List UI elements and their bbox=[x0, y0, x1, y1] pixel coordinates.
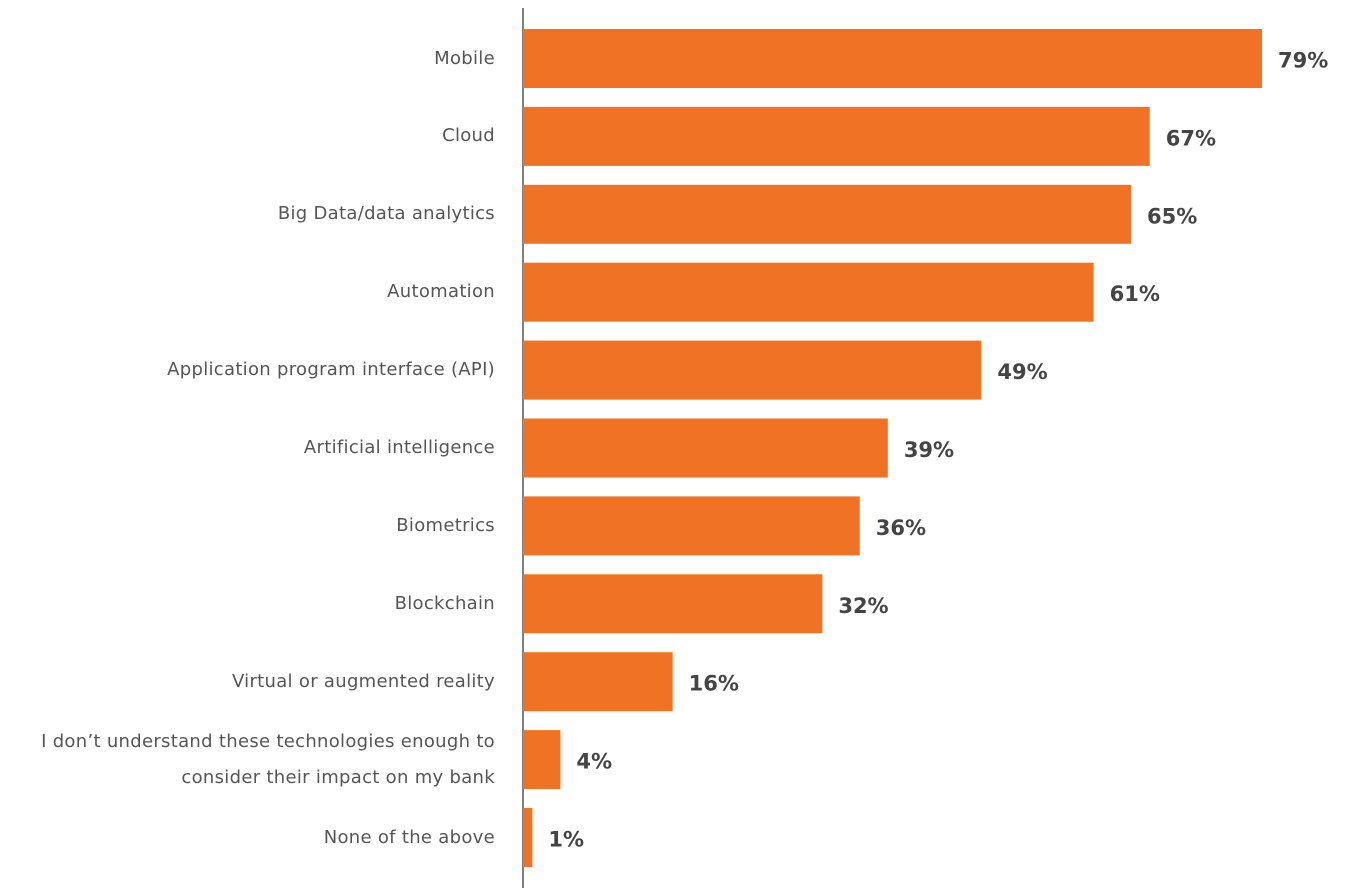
bar bbox=[523, 496, 860, 556]
category-label: I don’t understand these technologies en… bbox=[41, 730, 495, 788]
bar bbox=[523, 574, 823, 634]
category-label: Automation bbox=[387, 281, 495, 303]
value-label: 32% bbox=[838, 594, 888, 618]
bar bbox=[523, 106, 1150, 166]
value-label: 65% bbox=[1147, 204, 1197, 228]
value-label: 49% bbox=[997, 360, 1047, 384]
value-label: 61% bbox=[1110, 282, 1160, 306]
category-label: Mobile bbox=[434, 47, 495, 69]
value-label: 1% bbox=[548, 828, 584, 852]
category-label: Virtual or augmented reality bbox=[231, 670, 495, 692]
bar bbox=[523, 652, 673, 712]
bar bbox=[523, 340, 982, 400]
bar bbox=[523, 808, 533, 867]
category-label: Artificial intelligence bbox=[303, 437, 495, 458]
category-label: Big Data/data analytics bbox=[277, 203, 495, 225]
category-label: Application program interface (API) bbox=[167, 359, 495, 381]
value-label: 4% bbox=[576, 750, 612, 774]
category-label: Cloud bbox=[442, 125, 495, 147]
bar bbox=[523, 184, 1132, 244]
category-label: Biometrics bbox=[396, 514, 495, 536]
bar bbox=[523, 29, 1262, 88]
value-label: 67% bbox=[1166, 126, 1216, 150]
bar bbox=[523, 262, 1094, 322]
value-label: 16% bbox=[689, 672, 739, 696]
category-label: None of the above bbox=[323, 826, 495, 848]
value-label: 36% bbox=[876, 516, 926, 540]
bar bbox=[523, 418, 888, 478]
value-label: 39% bbox=[904, 438, 954, 462]
value-label: 79% bbox=[1278, 49, 1328, 73]
category-label: Blockchain bbox=[394, 592, 495, 614]
bar bbox=[523, 730, 561, 790]
